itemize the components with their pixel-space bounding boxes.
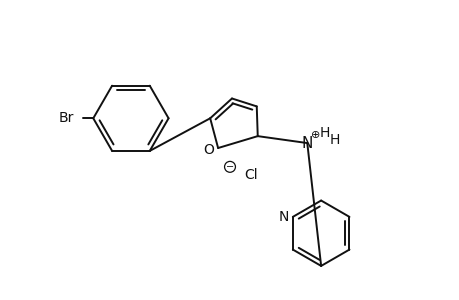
Text: ⊕: ⊕ [310,130,319,140]
Text: Cl: Cl [243,168,257,182]
Text: Br: Br [59,111,74,125]
Text: H: H [319,126,330,140]
Text: N: N [301,136,312,151]
Text: N: N [278,210,288,224]
Text: −: − [225,162,234,172]
Text: H: H [329,133,340,147]
Text: O: O [202,143,213,157]
